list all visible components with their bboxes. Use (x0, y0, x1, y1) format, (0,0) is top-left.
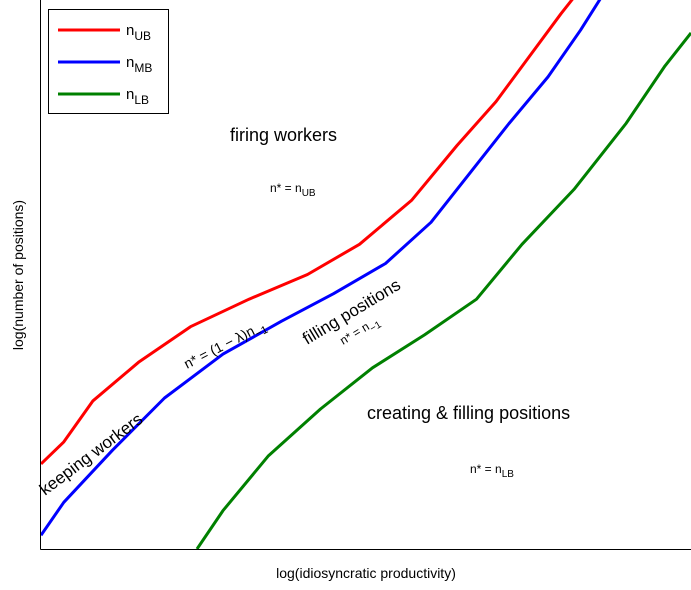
annotation-creating-label: creating & filling positions (367, 403, 570, 423)
x-axis-label: log(idiosyncratic productivity) (276, 565, 456, 581)
legend-label-mb: nMB (126, 54, 152, 75)
annotation-firing-label: firing workers (230, 125, 337, 145)
series-line-n-ub (41, 0, 574, 465)
series-layer (41, 0, 691, 549)
legend-label-lb: nLB (126, 86, 149, 107)
series-line-n-lb (195, 31, 691, 549)
annotation-firing-equation: n* = nUB (270, 181, 316, 199)
legend: nUB nMB nLB (48, 9, 169, 114)
annotation-creating-equation: n* = nLB (470, 462, 514, 480)
legend-label-ub: nUB (126, 22, 151, 43)
series-line-n-mb (41, 0, 602, 537)
y-axis-label: log(number of positions) (10, 200, 26, 350)
